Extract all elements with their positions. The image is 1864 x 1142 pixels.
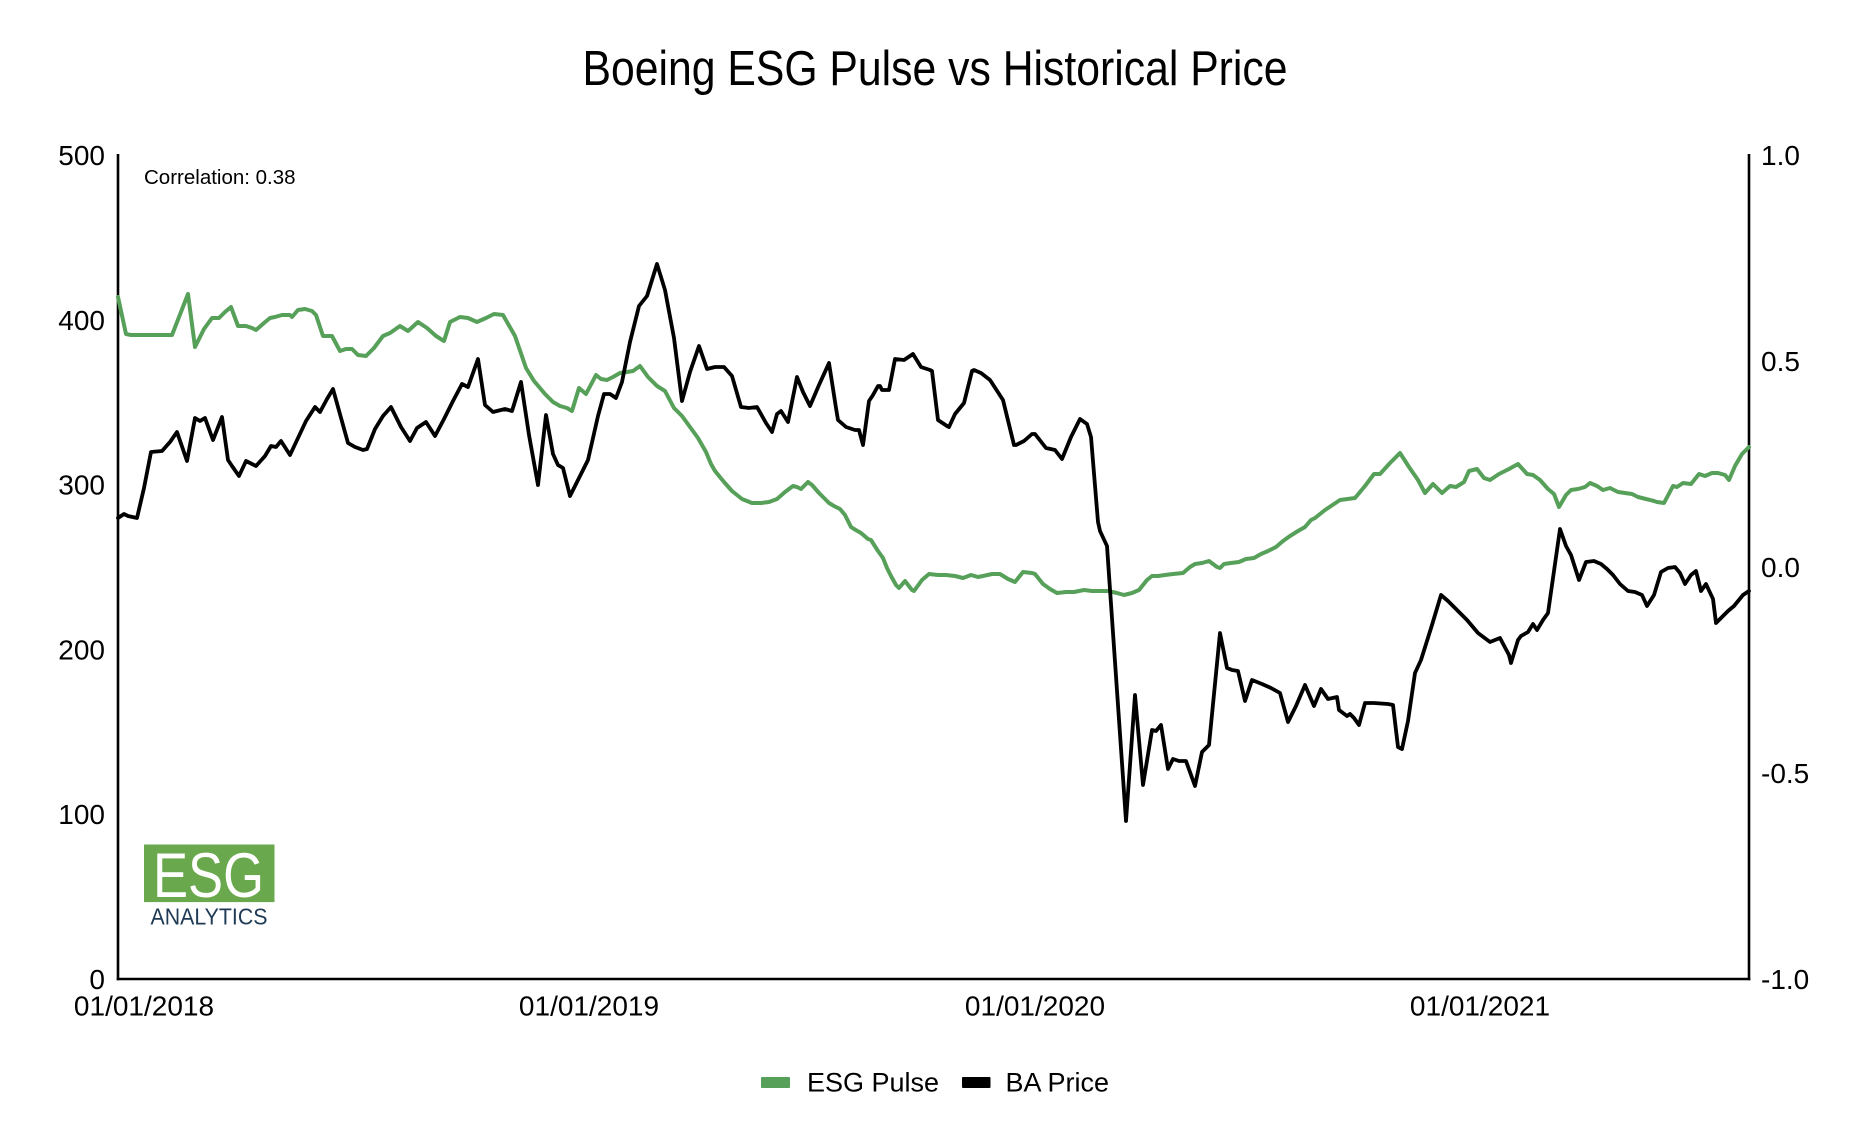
svg-text:01/01/2018: 01/01/2018 <box>74 991 214 1022</box>
svg-text:Boeing ESG Pulse vs Historical: Boeing ESG Pulse vs Historical Price <box>583 42 1288 96</box>
svg-text:-0.5: -0.5 <box>1761 758 1809 789</box>
svg-text:01/01/2019: 01/01/2019 <box>519 991 659 1022</box>
svg-text:Correlation: 0.38: Correlation: 0.38 <box>144 166 296 189</box>
svg-text:ESG: ESG <box>153 841 264 911</box>
svg-text:500: 500 <box>58 140 105 171</box>
svg-text:0.5: 0.5 <box>1761 346 1800 377</box>
svg-text:0: 0 <box>89 964 105 995</box>
svg-text:ESG Pulse: ESG Pulse <box>807 1068 939 1098</box>
svg-text:0.0: 0.0 <box>1761 552 1800 583</box>
svg-text:1.0: 1.0 <box>1761 140 1800 171</box>
svg-text:400: 400 <box>58 305 105 336</box>
svg-text:200: 200 <box>58 634 105 665</box>
svg-text:-1.0: -1.0 <box>1761 964 1809 995</box>
svg-text:300: 300 <box>58 470 105 501</box>
svg-text:01/01/2020: 01/01/2020 <box>965 991 1105 1022</box>
svg-text:100: 100 <box>58 799 105 830</box>
svg-text:01/01/2021: 01/01/2021 <box>1410 991 1550 1022</box>
svg-text:BA Price: BA Price <box>1006 1068 1110 1098</box>
svg-text:ANALYTICS: ANALYTICS <box>151 904 268 930</box>
